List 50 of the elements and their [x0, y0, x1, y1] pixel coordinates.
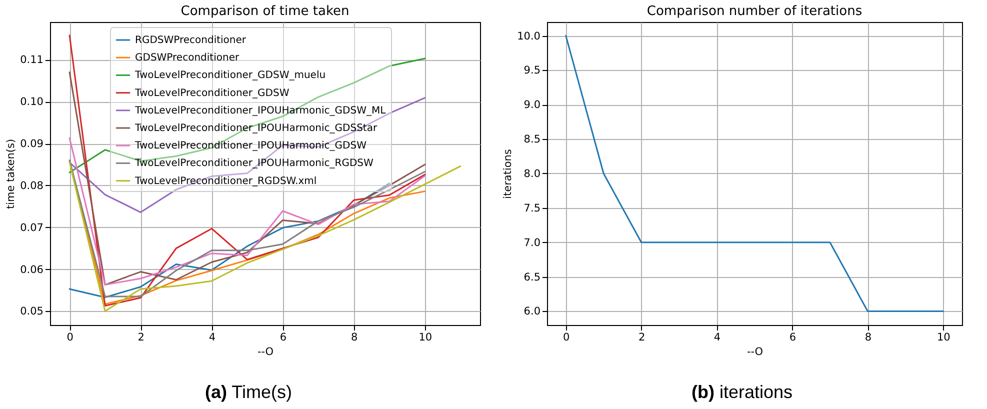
legend-label: TwoLevelPreconditioner_GDSW: [134, 88, 290, 99]
text: (a) Time(s): [204, 382, 293, 403]
x-tick-label: 2: [138, 332, 144, 344]
line-series: [68, 97, 426, 214]
x-tick-label: 10: [418, 332, 432, 344]
x-tick-label: 10: [936, 332, 950, 344]
x-axis-title: --O: [746, 346, 764, 358]
y-tick-label: 6.0: [524, 306, 540, 318]
chart-title: Comparison number of iterations: [646, 4, 862, 19]
line-series: [565, 35, 944, 312]
y-tick-label: 9.5: [524, 64, 540, 77]
legend-label: GDSWPreconditioner: [135, 52, 240, 64]
y-tick-label: 0.08: [20, 180, 44, 192]
y-tick-label: 8.5: [524, 134, 540, 146]
y-tick-label: 0.05: [20, 306, 44, 318]
y-tick-label: 0.06: [20, 264, 44, 276]
y-tick-label: 9.0: [524, 99, 540, 112]
x-tick-label: 6: [789, 332, 796, 344]
line-series: [68, 137, 426, 286]
y-tick-label: 0.10: [20, 96, 44, 108]
legend-label: TwoLevelPreconditioner_RGDSW.xml: [134, 176, 317, 187]
legend-label: TwoLevelPreconditioner_IPOUHarmonic_RGDSW: [134, 158, 374, 170]
legend-label: TwoLevelPreconditioner_GDSW_muelu: [134, 70, 326, 82]
x-tick-label: 0: [66, 332, 74, 344]
line-series: [68, 72, 426, 286]
legend-label: TwoLevelPreconditioner_IPOUHarmonic_GDSW: [134, 140, 367, 152]
x-tick-label: 6: [280, 332, 287, 344]
y-tick-label: 8.0: [524, 168, 540, 180]
text: (b) iterations: [690, 382, 794, 403]
y-tick-label: 6.5: [524, 271, 540, 284]
x-tick-label: 4: [208, 332, 216, 344]
y-tick-label: 7.0: [524, 236, 540, 249]
x-tick-label: 0: [563, 332, 570, 344]
y-tick-label: 10.0: [517, 30, 540, 42]
y-axis-title: time taken(s): [5, 138, 18, 210]
x-axis-title: --O: [257, 346, 274, 358]
x-tick-label: 4: [714, 332, 721, 344]
x-tick-label: 2: [638, 332, 646, 344]
line-series: [68, 34, 426, 306]
y-axis-title: iterations: [502, 149, 514, 199]
chart-title: Comparison of time taken: [180, 4, 350, 19]
legend-label: RGDSWPreconditioner: [135, 35, 247, 46]
legend-label: TwoLevelPreconditioner_IPOUHarmonic_GDSW_ML: [134, 105, 386, 116]
x-tick-label: 8: [351, 332, 358, 344]
y-tick-label: 0.09: [20, 138, 44, 150]
y-tick-label: 7.5: [524, 202, 540, 214]
y-tick-label: 0.07: [20, 222, 44, 234]
y-tick-label: 0.11: [20, 54, 44, 66]
legend-label: TwoLevelPreconditioner_IPOUHarmonic_GDSStar: [134, 123, 378, 134]
x-tick-label: 8: [864, 332, 872, 344]
